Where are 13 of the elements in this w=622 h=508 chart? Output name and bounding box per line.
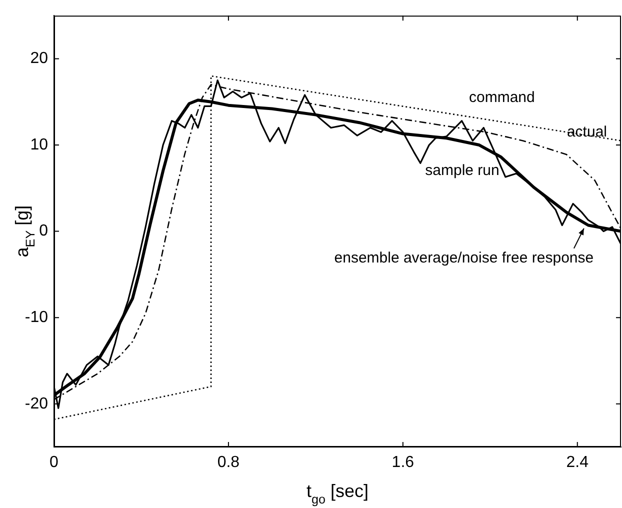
y-tick-label: 0 [39, 222, 48, 240]
y-tick-label: 10 [30, 136, 48, 154]
y-tick-label: -10 [24, 308, 48, 326]
x-tick-label: 0.8 [217, 454, 240, 472]
annotation: actual [566, 123, 607, 140]
y-axis-title: aEY [g] [12, 205, 38, 258]
y-tick-label: 20 [30, 50, 48, 68]
annotation: command [469, 88, 535, 106]
y-tick-label: -20 [24, 395, 48, 412]
x-tick-label: 2.4 [566, 454, 589, 472]
annotation: ensemble average/noise free response [334, 249, 594, 266]
annotation: sample run [425, 162, 500, 180]
x-tick-label: 1.6 [392, 454, 414, 472]
